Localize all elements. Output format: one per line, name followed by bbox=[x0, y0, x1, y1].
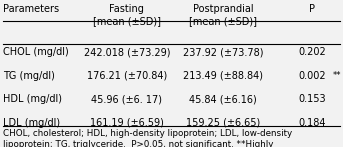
Text: 0.153: 0.153 bbox=[298, 94, 326, 104]
Text: 237.92 (±73.78): 237.92 (±73.78) bbox=[183, 47, 263, 57]
Text: HDL (mg/dl): HDL (mg/dl) bbox=[3, 94, 62, 104]
Text: 45.96 (±6. 17): 45.96 (±6. 17) bbox=[92, 94, 162, 104]
Text: 213.49 (±88.84): 213.49 (±88.84) bbox=[183, 71, 263, 81]
Text: 242.018 (±73.29): 242.018 (±73.29) bbox=[84, 47, 170, 57]
Text: Postprandial
[mean (±SD)]: Postprandial [mean (±SD)] bbox=[189, 4, 257, 26]
Text: 176.21 (±70.84): 176.21 (±70.84) bbox=[87, 71, 167, 81]
Text: CHOL, cholesterol; HDL, high-density lipoprotein; LDL, low-density
lipoprotein; : CHOL, cholesterol; HDL, high-density lip… bbox=[3, 129, 293, 147]
Text: LDL (mg/dl): LDL (mg/dl) bbox=[3, 118, 61, 128]
Text: 159.25 (±6.65): 159.25 (±6.65) bbox=[186, 118, 260, 128]
Text: **: ** bbox=[333, 71, 341, 80]
Text: 0.184: 0.184 bbox=[298, 118, 326, 128]
Text: CHOL (mg/dl): CHOL (mg/dl) bbox=[3, 47, 69, 57]
Text: P: P bbox=[309, 4, 315, 14]
Text: 0.002: 0.002 bbox=[298, 71, 326, 81]
Text: TG (mg/dl): TG (mg/dl) bbox=[3, 71, 55, 81]
Text: 45.84 (±6.16): 45.84 (±6.16) bbox=[189, 94, 257, 104]
Text: 0.202: 0.202 bbox=[298, 47, 326, 57]
Text: Fasting
[mean (±SD)]: Fasting [mean (±SD)] bbox=[93, 4, 161, 26]
Text: 161.19 (±6.59): 161.19 (±6.59) bbox=[90, 118, 164, 128]
Text: Parameters: Parameters bbox=[3, 4, 60, 14]
